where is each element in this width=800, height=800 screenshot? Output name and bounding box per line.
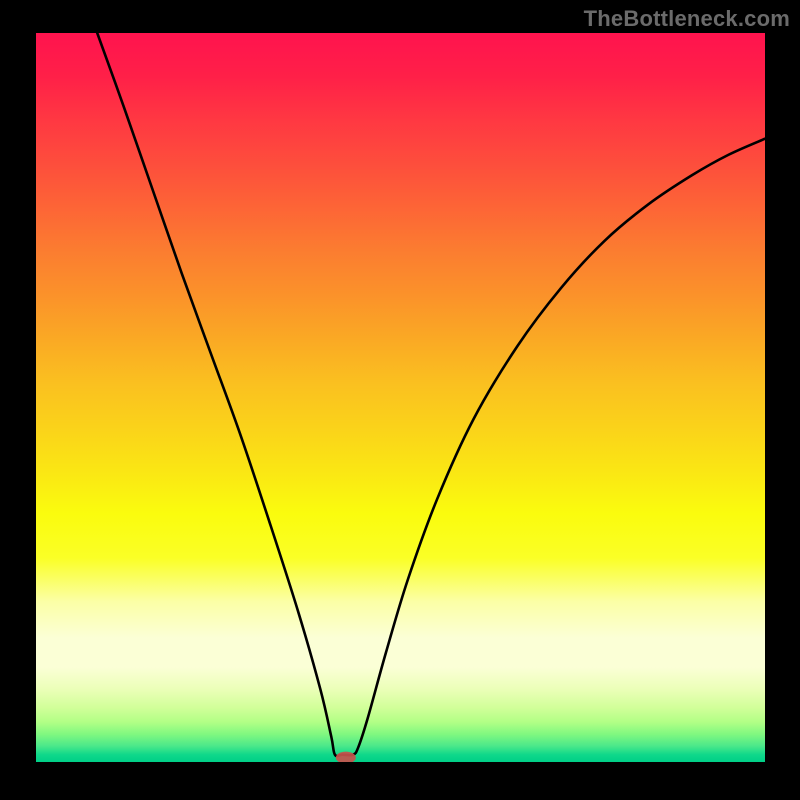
plot-background [36,33,765,762]
plot-area [36,33,765,762]
chart-canvas: TheBottleneck.com [0,0,800,800]
plot-svg [36,33,765,762]
watermark-text: TheBottleneck.com [584,6,790,32]
